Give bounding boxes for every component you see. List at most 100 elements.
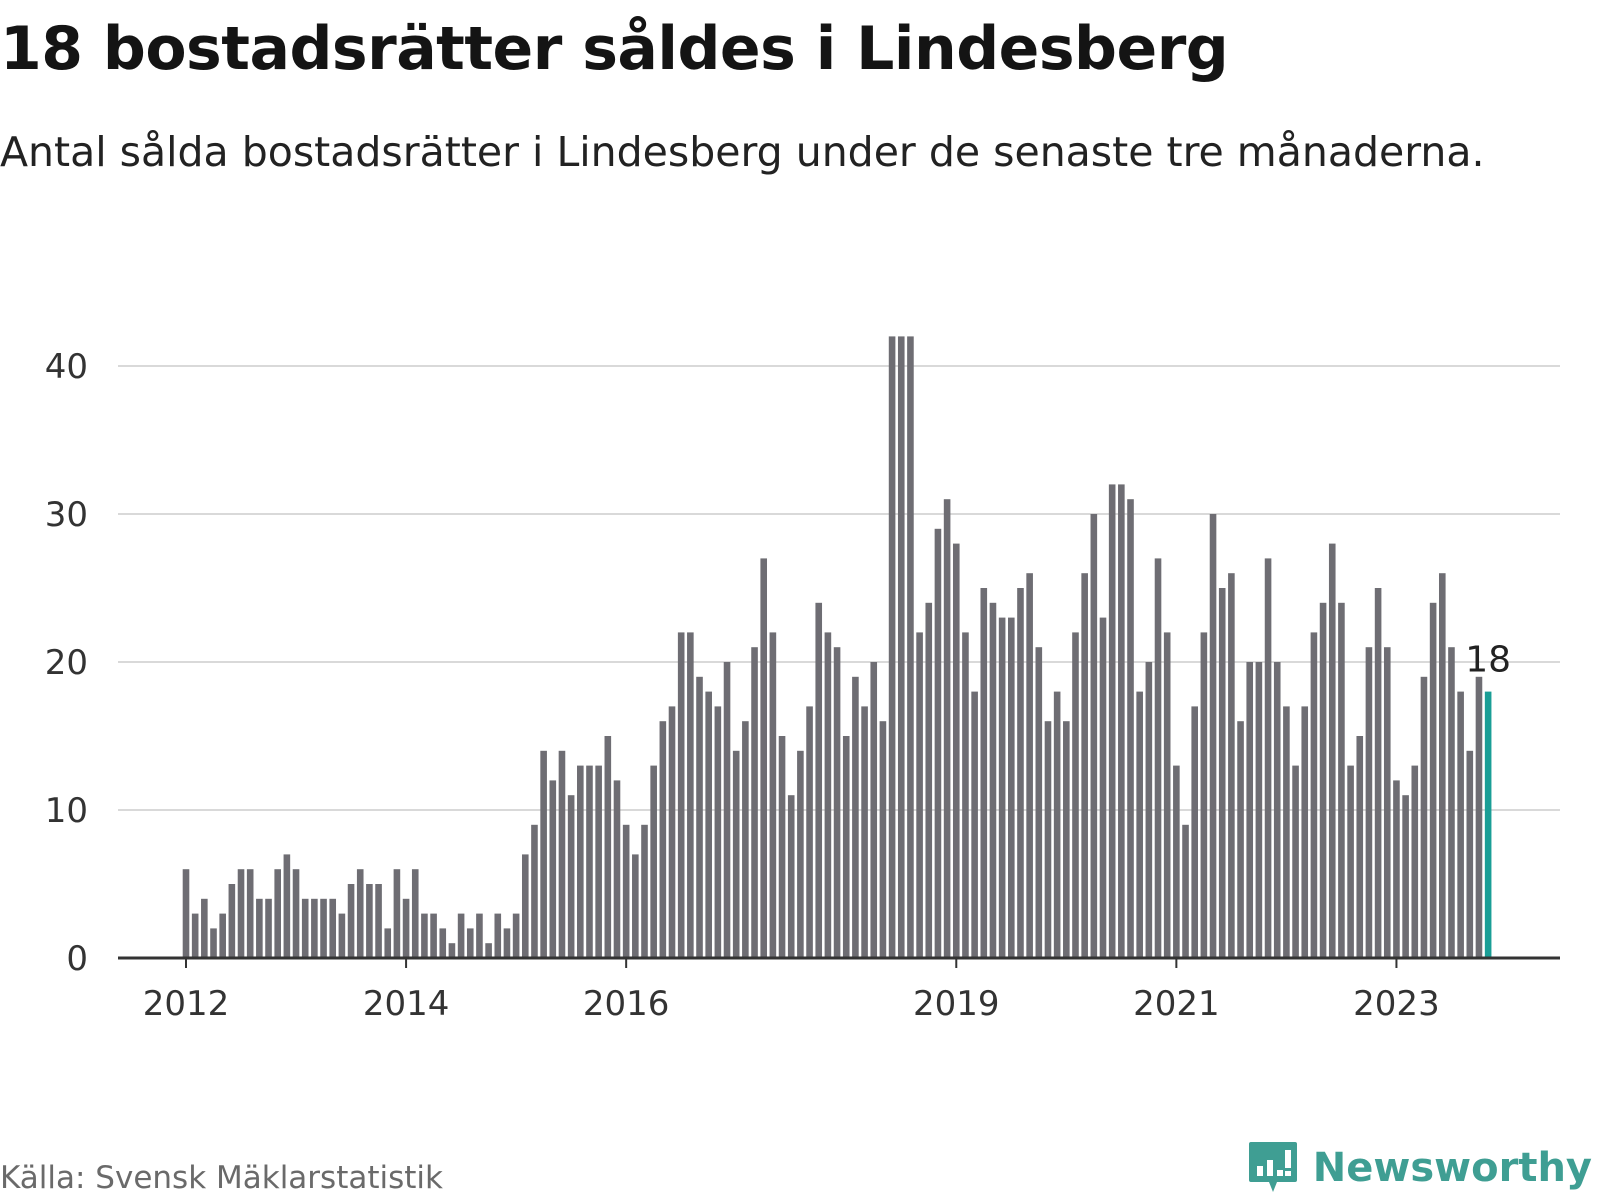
bar: [393, 869, 401, 958]
chart-subtitle: Antal sålda bostadsrätter i Lindesberg u…: [0, 128, 1485, 176]
y-tick-label-30: 30: [45, 495, 88, 535]
bar: [1108, 484, 1116, 958]
bar: [861, 706, 868, 958]
bar: [466, 928, 474, 958]
bar: [1374, 588, 1382, 958]
bar: [521, 854, 529, 958]
bar: [1338, 602, 1345, 958]
bar: [476, 913, 483, 958]
bar: [705, 691, 712, 958]
bar: [1393, 780, 1400, 958]
bar: [1145, 662, 1153, 958]
bar: [439, 928, 447, 958]
bar-latest: [1484, 691, 1492, 958]
bar: [962, 632, 969, 958]
x-tick-label-2016: 2016: [583, 984, 670, 1024]
bar: [1457, 691, 1464, 958]
bar: [1218, 588, 1226, 958]
bar: [1356, 736, 1364, 958]
bar: [1191, 706, 1198, 958]
bar: [687, 632, 694, 958]
bar: [201, 898, 208, 958]
bar: [1035, 647, 1043, 958]
bar: [402, 898, 410, 958]
bar: [577, 765, 584, 958]
bar: [356, 869, 364, 958]
bar: [604, 736, 612, 958]
bars: [182, 336, 1492, 958]
bar: [366, 884, 373, 958]
bar: [1200, 632, 1208, 958]
bar: [659, 721, 667, 958]
bar: [1127, 499, 1134, 958]
y-tick-label-10: 10: [45, 791, 88, 831]
bar: [980, 588, 988, 958]
bar: [842, 736, 850, 958]
bar: [723, 662, 731, 958]
bar: [421, 913, 428, 958]
bar: [1173, 765, 1180, 958]
bar: [1237, 721, 1244, 958]
bar: [182, 869, 190, 958]
bar: [1438, 573, 1446, 958]
bar: [742, 721, 749, 958]
bar: [237, 869, 245, 958]
bar: [732, 750, 740, 958]
chart-title: 18 bostadsrätter såldes i Lindesberg: [0, 14, 1229, 84]
bar: [485, 943, 492, 958]
bar: [1182, 824, 1189, 958]
bar: [1136, 691, 1143, 958]
bar: [1466, 750, 1474, 958]
bar: [1264, 558, 1272, 958]
x-tick-label-2014: 2014: [363, 984, 450, 1024]
bar: [457, 913, 465, 958]
bar: [952, 543, 960, 958]
bar: [256, 898, 263, 958]
bar: [641, 824, 648, 958]
bar: [714, 706, 722, 958]
bar: [1228, 573, 1235, 958]
bar: [677, 632, 685, 958]
bar: [1420, 676, 1428, 958]
bar: [549, 780, 557, 958]
bar: [1246, 662, 1254, 958]
bar: [1118, 484, 1125, 958]
bar: [1044, 721, 1052, 958]
bar: [246, 869, 254, 958]
bar: [778, 736, 786, 958]
bar: [1402, 795, 1409, 958]
bar: [824, 632, 832, 958]
bar: [879, 721, 887, 958]
bar: [797, 750, 804, 958]
bar: [1209, 514, 1217, 958]
bar: [1072, 632, 1079, 958]
bar: [329, 898, 337, 958]
bar: [301, 898, 309, 958]
bar: [338, 913, 346, 958]
bar: [430, 913, 437, 958]
bar: [888, 336, 896, 958]
bar: [1008, 617, 1015, 958]
bar: [494, 913, 502, 958]
bar: [283, 854, 291, 958]
bar: [411, 869, 419, 958]
bar: [1292, 765, 1299, 958]
bar: [833, 647, 841, 958]
bar: [925, 602, 933, 958]
bar: [1053, 691, 1061, 958]
bar: [870, 662, 878, 958]
x-tick-label-2023: 2023: [1353, 984, 1440, 1024]
bar: [1448, 647, 1455, 958]
bar: [1301, 706, 1309, 958]
bar: [567, 795, 575, 958]
bar: [1383, 647, 1391, 958]
x-axis-ticks: 2012 2014 2016 2019 2021 2023: [143, 958, 1440, 1024]
bar: [1099, 617, 1107, 958]
bar: [1154, 558, 1162, 958]
bar: [1273, 662, 1281, 958]
bar: [696, 676, 703, 958]
bar: [1365, 647, 1373, 958]
bar: [815, 602, 823, 958]
bar: [1255, 662, 1263, 958]
